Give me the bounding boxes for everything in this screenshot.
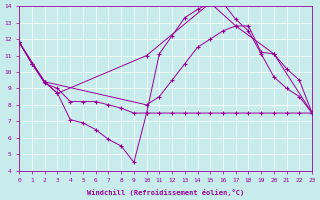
X-axis label: Windchill (Refroidissement éolien,°C): Windchill (Refroidissement éolien,°C) (87, 189, 244, 196)
